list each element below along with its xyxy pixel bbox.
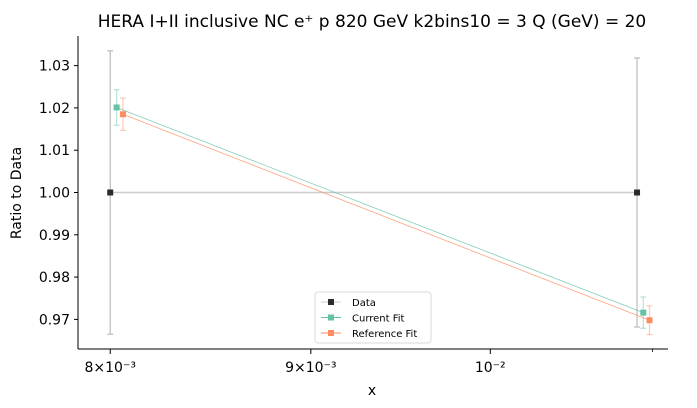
chart-title: HERA I+II inclusive NC e⁺ p 820 GeV k2bi… — [98, 12, 646, 32]
data-point-marker — [119, 111, 126, 118]
y-tick-label: 1.03 — [39, 59, 70, 75]
series-current-fit — [113, 89, 647, 329]
legend-label: Reference Fit — [352, 329, 417, 340]
series-reference-fit — [119, 97, 653, 336]
y-tick-label: 0.97 — [39, 312, 70, 328]
legend: Data Current Fit Reference Fit — [314, 291, 432, 344]
y-tick-label: 0.98 — [39, 270, 70, 286]
legend-marker — [328, 299, 334, 305]
data-point-marker — [640, 309, 647, 316]
x-tick-label: 8×10⁻³ — [85, 360, 136, 376]
x-tick-label: 10⁻² — [475, 360, 506, 376]
y-tick-label: 1.01 — [39, 143, 70, 159]
y-tick-label: 1.00 — [39, 186, 70, 202]
data-point-marker — [634, 189, 641, 196]
legend-marker — [328, 314, 334, 321]
data-point-marker — [113, 104, 120, 111]
legend-label: Current Fit — [352, 314, 405, 325]
y-tick-label: 0.99 — [39, 228, 70, 244]
y-axis-label: Ratio to Data — [9, 147, 25, 239]
legend-item: Reference Fit — [321, 329, 417, 340]
series-layer — [107, 50, 653, 336]
legend-item: Current Fit — [321, 314, 405, 325]
data-point-marker — [646, 317, 653, 324]
x-tick-label: 9×10⁻³ — [285, 360, 336, 376]
x-axis-label: x — [368, 383, 376, 399]
legend-item: Data — [321, 298, 376, 309]
data-point-marker — [107, 189, 114, 196]
y-axis-ticks: 0.97 0.98 0.99 1.00 1.01 1.02 1.03 — [39, 59, 78, 328]
legend-frame — [314, 291, 432, 344]
x-axis-ticks: 8×10⁻³ 9×10⁻³ 10⁻² — [85, 349, 653, 376]
series-line — [116, 107, 644, 313]
series-data — [107, 50, 641, 335]
series-line — [122, 113, 650, 321]
y-tick-label: 1.02 — [39, 101, 70, 117]
legend-marker — [328, 330, 334, 336]
legend-label: Data — [352, 298, 376, 309]
